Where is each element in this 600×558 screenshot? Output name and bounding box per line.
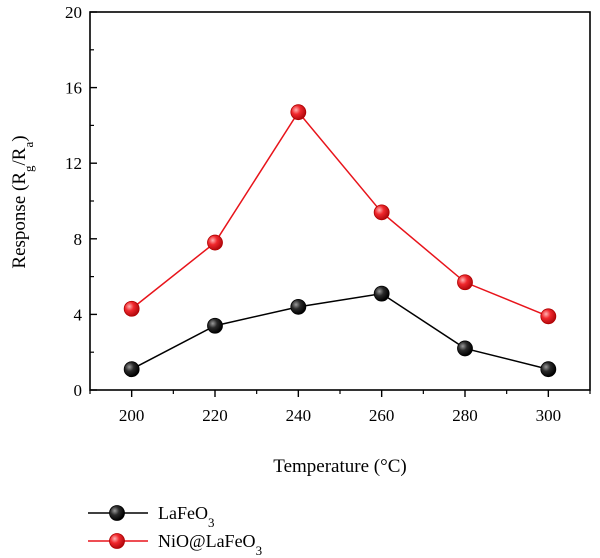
data-point-1-1 — [207, 234, 223, 251]
x-tick-label: 240 — [286, 406, 312, 425]
data-point-1-2 — [290, 104, 307, 121]
legend: LaFeO3 NiO@LaFeO3 — [88, 503, 262, 558]
ticks: 0 4 8 12 16 20 200 220 240 260 280 300 — [65, 3, 591, 425]
legend-label-lafeo3: LaFeO3 — [158, 503, 214, 530]
data-point-0-2 — [290, 298, 307, 315]
data-point-0-1 — [207, 317, 223, 334]
y-tick-label: 4 — [74, 305, 83, 324]
data-point-0-3 — [373, 285, 390, 302]
data-point-0-0 — [123, 361, 140, 378]
axes — [89, 11, 591, 391]
data-point-1-3 — [373, 204, 390, 221]
data-point-0-4 — [457, 340, 473, 357]
x-tick-label: 220 — [202, 406, 228, 425]
y-tick-label: 12 — [65, 154, 82, 173]
data-point-1-0 — [123, 300, 140, 317]
y-axis-label: Response (Rg/Ra) — [9, 135, 36, 268]
data-point-1-5 — [540, 308, 557, 325]
y-tick-label: 0 — [74, 381, 83, 400]
data-point-1-4 — [457, 274, 473, 291]
data-point-0-5 — [540, 361, 557, 378]
legend-item-lafeo3: LaFeO3 — [88, 503, 214, 530]
x-tick-label: 260 — [369, 406, 395, 425]
x-axis-label: Temperature (°C) — [273, 456, 406, 477]
series-layer — [123, 104, 557, 378]
x-tick-label: 200 — [119, 406, 145, 425]
legend-marker-nio-lafeo3 — [109, 533, 125, 549]
series-line-0 — [131, 292, 549, 370]
x-tick-label: 300 — [536, 406, 562, 425]
y-tick-label: 16 — [65, 79, 82, 98]
x-tick-label: 280 — [452, 406, 478, 425]
legend-label-nio-lafeo3: NiO@LaFeO3 — [158, 531, 262, 558]
series-line-1 — [131, 110, 549, 317]
plot-frame — [89, 11, 591, 391]
y-tick-label: 20 — [65, 3, 82, 22]
legend-marker-lafeo3 — [109, 505, 125, 521]
y-tick-label: 8 — [74, 230, 83, 249]
legend-item-nio-lafeo3: NiO@LaFeO3 — [88, 531, 262, 558]
